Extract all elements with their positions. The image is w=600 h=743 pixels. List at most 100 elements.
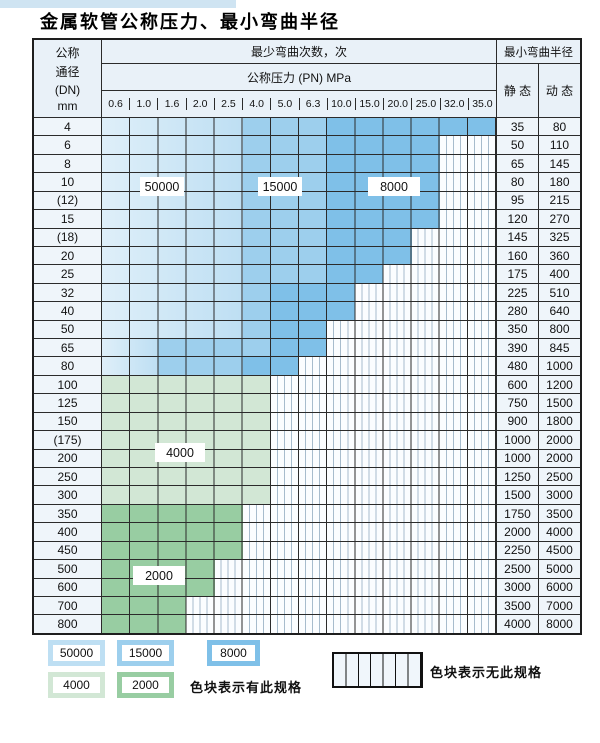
pressure-tick: 2.0 bbox=[187, 98, 215, 110]
dynamic-radius-value: 3500 bbox=[538, 504, 580, 523]
spec-zone-b3 bbox=[270, 302, 356, 320]
dn-label: 80 bbox=[34, 357, 102, 375]
spec-cells bbox=[102, 246, 496, 265]
spec-zone-g2 bbox=[102, 560, 215, 578]
spec-cells bbox=[102, 486, 496, 504]
spec-cells bbox=[102, 578, 496, 596]
dynamic-radius-value: 1500 bbox=[538, 394, 580, 412]
dynamic-radius-value: 6000 bbox=[538, 578, 580, 596]
header-min-radius: 最小弯曲半径 bbox=[496, 40, 580, 64]
pressure-tick: 6.3 bbox=[300, 98, 328, 110]
spec-cells bbox=[102, 191, 496, 210]
table-row: 500 2500 5000 bbox=[34, 560, 580, 579]
spec-zone-b2 bbox=[242, 265, 328, 283]
spec-zone-b2 bbox=[242, 228, 328, 246]
spec-zone-b2 bbox=[242, 302, 271, 320]
pressure-tick: 15.0 bbox=[356, 98, 385, 110]
static-radius-value: 35 bbox=[496, 118, 538, 136]
spec-zone-g1 bbox=[102, 449, 271, 468]
dynamic-radius-value: 1000 bbox=[538, 357, 580, 375]
header-dn-line: 通径 bbox=[55, 65, 80, 80]
spec-zone-g1 bbox=[102, 394, 271, 412]
table-body: 4 35 80 6 50 110 8 65 145 10 80 180 (12) 95 215 15 120 27… bbox=[34, 118, 580, 633]
table-row: 300 1500 3000 bbox=[34, 486, 580, 505]
spec-zone-b3 bbox=[327, 228, 412, 246]
dn-label: 350 bbox=[34, 504, 102, 523]
legend-swatch-2000: 2000 bbox=[117, 672, 174, 698]
static-radius-value: 1750 bbox=[496, 504, 538, 523]
dynamic-radius-value: 1800 bbox=[538, 412, 580, 431]
dynamic-radius-value: 3000 bbox=[538, 486, 580, 504]
table-row: (175) 1000 2000 bbox=[34, 431, 580, 450]
header-dn-cell: 公称 通径 (DN) mm bbox=[34, 40, 102, 117]
dn-label: 450 bbox=[34, 541, 102, 560]
static-radius-value: 480 bbox=[496, 357, 538, 375]
dynamic-radius-value: 270 bbox=[538, 210, 580, 228]
spec-zone-b2 bbox=[242, 210, 328, 228]
dn-label: 4 bbox=[34, 118, 102, 136]
spec-cells bbox=[102, 136, 496, 155]
legend-swatch-50000: 50000 bbox=[48, 640, 105, 666]
static-radius-value: 1000 bbox=[496, 431, 538, 449]
spec-cells bbox=[102, 210, 496, 228]
table-row: 250 1250 2500 bbox=[34, 468, 580, 487]
static-radius-value: 160 bbox=[496, 246, 538, 265]
dynamic-radius-value: 2000 bbox=[538, 449, 580, 468]
spec-zone-g2 bbox=[102, 504, 243, 523]
spec-cells bbox=[102, 596, 496, 615]
spec-cells bbox=[102, 283, 496, 302]
spec-zone-b2 bbox=[242, 320, 271, 339]
spec-zone-b3 bbox=[327, 154, 440, 173]
table-row: 800 4000 8000 bbox=[34, 615, 580, 633]
pressure-tick: 20.0 bbox=[384, 98, 413, 110]
static-radius-value: 350 bbox=[496, 320, 538, 339]
pressure-tick: 5.0 bbox=[271, 98, 300, 110]
spec-zone-b1 bbox=[102, 173, 243, 192]
dynamic-radius-value: 4000 bbox=[538, 523, 580, 541]
dynamic-radius-value: 845 bbox=[538, 339, 580, 357]
spec-zone-g2 bbox=[102, 578, 215, 596]
header-dn-line: 公称 bbox=[55, 46, 80, 61]
spec-cells bbox=[102, 412, 496, 431]
legend-swatch-label: 50000 bbox=[53, 645, 100, 661]
spec-zone-g2 bbox=[102, 596, 187, 615]
dn-label: 15 bbox=[34, 210, 102, 228]
dynamic-radius-value: 640 bbox=[538, 302, 580, 320]
dynamic-radius-value: 2000 bbox=[538, 431, 580, 449]
dynamic-radius-value: 180 bbox=[538, 173, 580, 191]
table-row: 80 480 1000 bbox=[34, 357, 580, 376]
spec-zone-b1 bbox=[102, 339, 159, 357]
spec-zone-b3 bbox=[270, 320, 328, 339]
static-radius-value: 2000 bbox=[496, 523, 538, 541]
table-row: 15 120 270 bbox=[34, 210, 580, 229]
static-radius-value: 50 bbox=[496, 136, 538, 154]
table-row: (18) 145 325 bbox=[34, 228, 580, 247]
table-row: 10 80 180 bbox=[34, 173, 580, 192]
dynamic-radius-value: 400 bbox=[538, 265, 580, 283]
spec-zone-b2 bbox=[242, 173, 328, 191]
static-radius-value: 175 bbox=[496, 265, 538, 283]
dn-label: 100 bbox=[34, 375, 102, 394]
dynamic-radius-value: 800 bbox=[538, 320, 580, 339]
dynamic-radius-value: 325 bbox=[538, 228, 580, 246]
spec-cells bbox=[102, 615, 496, 633]
spec-zone-b2 bbox=[158, 357, 243, 375]
legend-no-spec-swatch bbox=[332, 652, 423, 688]
spec-zone-b2 bbox=[158, 339, 271, 357]
static-radius-value: 95 bbox=[496, 191, 538, 210]
dynamic-radius-value: 110 bbox=[538, 136, 580, 154]
dn-label: 300 bbox=[34, 486, 102, 504]
spec-zone-g2 bbox=[102, 523, 243, 541]
spec-zone-b2 bbox=[242, 154, 328, 173]
static-radius-value: 280 bbox=[496, 302, 538, 320]
spec-zone-b2 bbox=[242, 246, 328, 265]
spec-zone-b1 bbox=[102, 154, 243, 173]
dn-label: 200 bbox=[34, 449, 102, 468]
static-radius-value: 750 bbox=[496, 394, 538, 412]
pressure-tick: 25.0 bbox=[412, 98, 441, 110]
table-row: 8 65 145 bbox=[34, 154, 580, 174]
spec-zone-b3 bbox=[270, 339, 328, 357]
table-row: 150 900 1800 bbox=[34, 412, 580, 432]
static-radius-value: 900 bbox=[496, 412, 538, 431]
dn-label: 500 bbox=[34, 560, 102, 578]
